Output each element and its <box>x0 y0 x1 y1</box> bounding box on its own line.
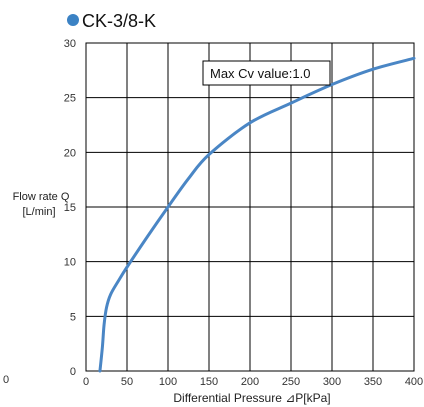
y-tick-label: 5 <box>70 311 76 323</box>
annotation-box <box>202 60 331 86</box>
series-line-0 <box>98 56 416 373</box>
max-cv-annotation: Max Cv value:1.0 <box>202 60 331 86</box>
y-axis-label: Flow rate Q [L/min] <box>13 191 70 218</box>
y-tick-label: 20 <box>64 147 76 159</box>
y-tick-label: 0 <box>70 366 76 378</box>
grid-lines <box>86 43 414 371</box>
x-tick-label: 350 <box>364 376 382 388</box>
x-tick-label: 50 <box>121 376 133 388</box>
x-tick-label: 0 <box>83 376 89 388</box>
y-axis-label-line-1: Flow rate Q <box>13 191 70 203</box>
stray-zero-label: 0 <box>3 374 9 386</box>
x-tick-label: 100 <box>159 376 177 388</box>
x-tick-label: 300 <box>323 376 341 388</box>
chart-title-text: CK-3/8-K <box>82 11 156 31</box>
annotation-text: Max Cv value:1.0 <box>210 66 310 81</box>
title-bullet-icon <box>67 14 79 26</box>
y-tick-label: 10 <box>64 257 76 269</box>
y-tick-label: 25 <box>64 93 76 105</box>
y-tick-label: 30 <box>64 38 76 50</box>
x-tick-label: 250 <box>282 376 300 388</box>
x-axis-ticks: 0 50 100 150 200 250 300 350 400 <box>83 376 423 388</box>
x-tick-label: 200 <box>241 376 259 388</box>
chart-title: CK-3/8-K <box>67 11 156 31</box>
x-axis-label: Differential Pressure ⊿P[kPa] <box>173 391 330 405</box>
y-axis-label-line-2: [L/min] <box>22 206 55 218</box>
y-axis-ticks: 0 5 10 15 20 25 30 <box>64 38 76 378</box>
x-tick-label: 150 <box>200 376 218 388</box>
x-tick-label: 400 <box>405 376 423 388</box>
y-tick-label: 15 <box>64 202 76 214</box>
series-group <box>98 56 416 373</box>
